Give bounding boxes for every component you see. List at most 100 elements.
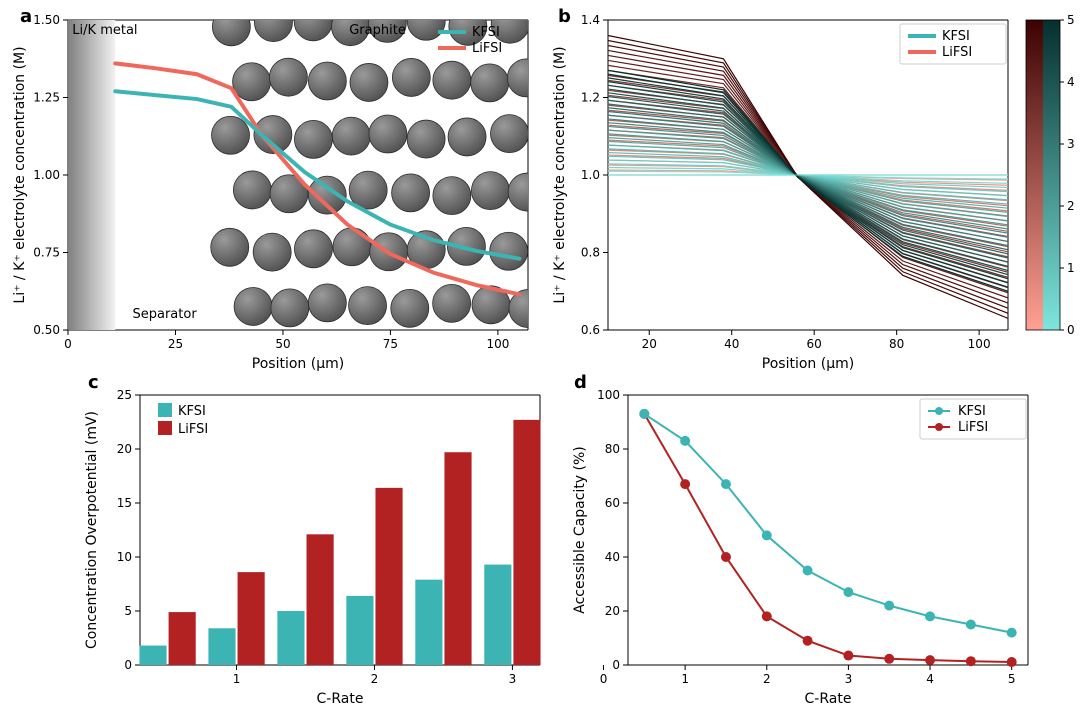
figure: a b c d 02550751000.500.751.001.251.50Po… bbox=[0, 0, 1080, 705]
svg-text:100: 100 bbox=[968, 337, 991, 351]
svg-text:KFSI: KFSI bbox=[958, 404, 986, 419]
svg-text:Concentration Overpotential (m: Concentration Overpotential (mV) bbox=[84, 411, 100, 649]
panel-d-lifsi-marker bbox=[721, 553, 730, 562]
panel-d-kfsi-marker bbox=[1007, 628, 1016, 637]
svg-text:Li⁺ / K⁺ electrolyte concentra: Li⁺ / K⁺ electrolyte concentration (M) bbox=[12, 46, 28, 303]
svg-text:Position (μm): Position (μm) bbox=[762, 356, 854, 372]
svg-text:1.2: 1.2 bbox=[581, 91, 600, 105]
bar-lifsi bbox=[169, 612, 196, 665]
svg-text:Li/K metal: Li/K metal bbox=[72, 23, 137, 38]
bar-kfsi bbox=[208, 628, 235, 665]
panel-d-lifsi-marker bbox=[885, 654, 894, 663]
svg-text:60: 60 bbox=[605, 496, 620, 510]
svg-text:2: 2 bbox=[763, 672, 771, 686]
panel-a: 02550751000.500.751.001.251.50Position (… bbox=[12, 2, 547, 372]
svg-text:2: 2 bbox=[1067, 199, 1075, 213]
panel-label-d: d bbox=[574, 372, 587, 393]
svg-text:C-Rate: C-Rate bbox=[317, 691, 364, 705]
svg-text:5: 5 bbox=[1067, 13, 1075, 27]
svg-text:C-Rate: C-Rate bbox=[805, 691, 852, 705]
svg-text:5: 5 bbox=[1008, 672, 1016, 686]
svg-text:0: 0 bbox=[1067, 323, 1075, 337]
svg-text:LiFSI: LiFSI bbox=[178, 422, 208, 437]
svg-text:100: 100 bbox=[486, 337, 509, 351]
svg-text:3: 3 bbox=[509, 672, 517, 686]
panel-d-kfsi-marker bbox=[926, 612, 935, 621]
bar-lifsi bbox=[513, 420, 540, 665]
panel-d-lifsi-marker bbox=[844, 651, 853, 660]
svg-text:1.4: 1.4 bbox=[581, 13, 600, 27]
svg-text:1: 1 bbox=[233, 672, 241, 686]
panel-d-kfsi-marker bbox=[721, 480, 730, 489]
svg-text:0.50: 0.50 bbox=[33, 323, 60, 337]
panel-d-kfsi-marker bbox=[640, 409, 649, 418]
svg-text:0: 0 bbox=[124, 658, 132, 672]
panel-d-lifsi-marker bbox=[762, 612, 771, 621]
panel-d-lifsi-marker bbox=[926, 656, 935, 665]
svg-text:1: 1 bbox=[1067, 261, 1075, 275]
svg-text:1.50: 1.50 bbox=[33, 13, 60, 27]
svg-text:0.6: 0.6 bbox=[581, 323, 600, 337]
bar-kfsi bbox=[415, 580, 442, 665]
svg-text:0: 0 bbox=[600, 672, 608, 686]
panel-d-lifsi-marker bbox=[681, 480, 690, 489]
panel-d-lifsi-marker bbox=[966, 657, 975, 666]
bar-kfsi bbox=[346, 596, 373, 665]
panel-d-kfsi-marker bbox=[966, 620, 975, 629]
svg-text:20: 20 bbox=[642, 337, 657, 351]
bar-kfsi bbox=[277, 611, 304, 665]
svg-text:Position (μm): Position (μm) bbox=[252, 356, 344, 372]
bar-kfsi bbox=[484, 565, 511, 665]
svg-text:1: 1 bbox=[681, 672, 689, 686]
svg-text:20: 20 bbox=[117, 442, 132, 456]
bar-lifsi bbox=[307, 534, 334, 665]
bar-lifsi bbox=[444, 452, 471, 665]
svg-text:1.0: 1.0 bbox=[581, 168, 600, 182]
panel-d-kfsi-marker bbox=[844, 588, 853, 597]
panel-d-lifsi-line bbox=[644, 414, 1011, 662]
svg-text:50: 50 bbox=[275, 337, 290, 351]
panel-b-colorbar: 012345Time (min) bbox=[1026, 13, 1080, 337]
panel-label-a: a bbox=[20, 6, 32, 27]
panel-d-lifsi-marker bbox=[1007, 658, 1016, 667]
svg-text:1.25: 1.25 bbox=[33, 91, 60, 105]
svg-text:4: 4 bbox=[1067, 75, 1075, 89]
svg-text:25: 25 bbox=[117, 388, 132, 402]
svg-text:60: 60 bbox=[807, 337, 822, 351]
svg-text:Separator: Separator bbox=[132, 307, 197, 322]
svg-text:80: 80 bbox=[889, 337, 904, 351]
bar-lifsi bbox=[375, 488, 402, 665]
svg-text:0.75: 0.75 bbox=[33, 246, 60, 260]
panel-d-kfsi-line bbox=[644, 414, 1011, 633]
svg-text:40: 40 bbox=[724, 337, 739, 351]
svg-text:Li⁺ / K⁺ electrolyte concentra: Li⁺ / K⁺ electrolyte concentration (M) bbox=[552, 46, 568, 303]
panel-label-c: c bbox=[88, 372, 99, 393]
svg-text:100: 100 bbox=[597, 388, 620, 402]
panel-d-kfsi-marker bbox=[803, 566, 812, 575]
panel-label-b: b bbox=[558, 6, 571, 27]
svg-text:10: 10 bbox=[117, 550, 132, 564]
svg-text:Graphite: Graphite bbox=[349, 23, 406, 38]
svg-text:KFSI: KFSI bbox=[472, 25, 500, 40]
svg-text:80: 80 bbox=[605, 442, 620, 456]
svg-text:20: 20 bbox=[605, 604, 620, 618]
panel-d-kfsi-marker bbox=[762, 531, 771, 540]
svg-text:40: 40 bbox=[605, 550, 620, 564]
figure-svg: 02550751000.500.751.001.251.50Position (… bbox=[0, 0, 1080, 705]
panel-d-kfsi-marker bbox=[885, 601, 894, 610]
svg-text:75: 75 bbox=[383, 337, 398, 351]
svg-text:LiFSI: LiFSI bbox=[472, 41, 502, 56]
svg-text:3: 3 bbox=[845, 672, 853, 686]
svg-text:LiFSI: LiFSI bbox=[958, 420, 988, 435]
svg-text:5: 5 bbox=[124, 604, 132, 618]
svg-text:KFSI: KFSI bbox=[942, 29, 970, 44]
bar-kfsi bbox=[139, 646, 166, 665]
panel-c: 1 2 3 0 5 10 15 20 25 C-Rate Concentration Overpot… bbox=[84, 388, 541, 705]
svg-text:15: 15 bbox=[117, 496, 132, 510]
panel-d-kfsi-marker bbox=[681, 436, 690, 445]
panel-d-lifsi-marker bbox=[803, 636, 812, 645]
svg-text:3: 3 bbox=[1067, 137, 1075, 151]
svg-text:4: 4 bbox=[926, 672, 934, 686]
svg-text:2: 2 bbox=[371, 672, 379, 686]
bar-lifsi bbox=[238, 572, 265, 665]
